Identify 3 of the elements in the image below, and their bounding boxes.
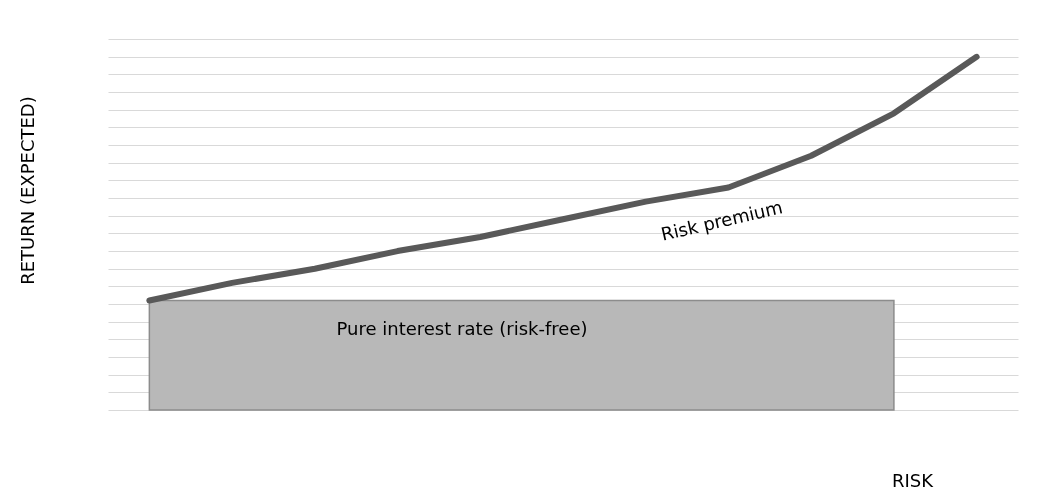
x-axis-title: RISK bbox=[891, 469, 935, 491]
y-axis-title: RETURN (EXPECTED) bbox=[16, 96, 38, 285]
annotation: Pure interest rate (risk-free) bbox=[336, 318, 588, 339]
